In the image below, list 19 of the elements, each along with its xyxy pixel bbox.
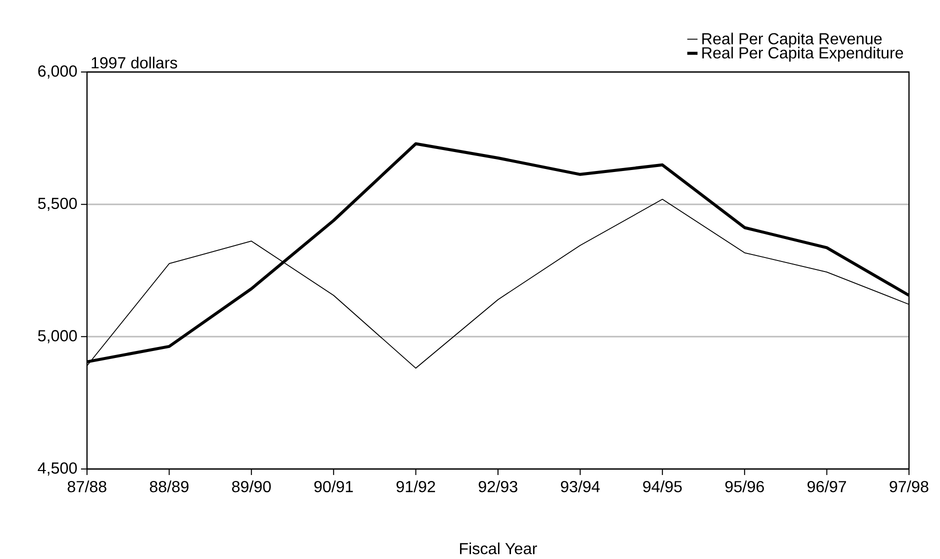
x-tick-label: 93/94 <box>560 480 600 492</box>
x-tick-label: 91/92 <box>396 480 436 492</box>
x-tick-label: 89/90 <box>232 480 271 492</box>
legend-label: Real Per Capita Revenue <box>702 32 882 48</box>
y-tick-label: 5,500 <box>38 198 77 211</box>
x-tick-label: 88/89 <box>150 480 188 492</box>
x-tick-label: 94/95 <box>643 480 682 492</box>
y-axis-title: 1997 dollars <box>92 56 178 68</box>
x-axis-title: Fiscal Year <box>460 542 538 554</box>
x-tick-label: 87/88 <box>68 480 106 492</box>
x-tick-label: 95/96 <box>725 480 764 492</box>
x-tick-label: 90/91 <box>314 480 353 492</box>
x-tick-label: 92/93 <box>478 480 518 492</box>
y-tick-label: 5,000 <box>38 330 77 344</box>
legend-label: Real Per Capita Expenditure <box>702 46 904 62</box>
y-tick-label: 4,500 <box>38 462 77 476</box>
y-tick-label: 6,000 <box>38 65 77 79</box>
x-tick-label: 96/97 <box>808 480 846 492</box>
x-tick-label: 97/98 <box>890 480 928 492</box>
